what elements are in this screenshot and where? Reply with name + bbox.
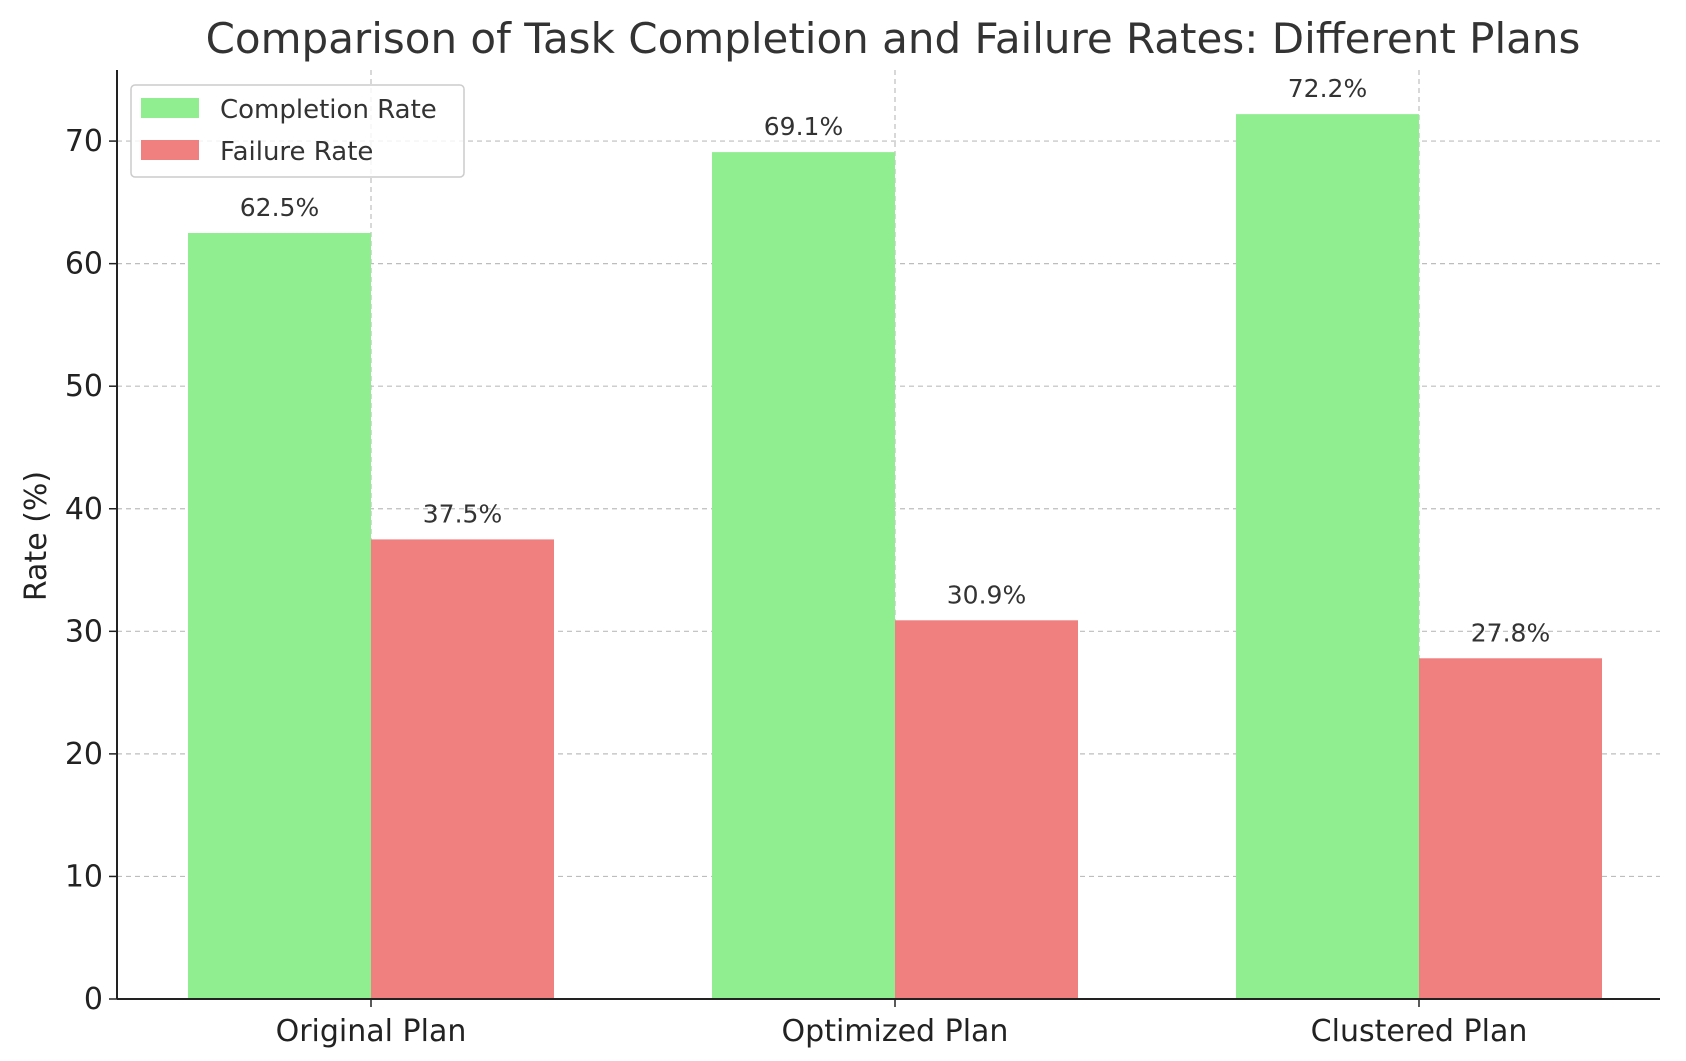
bar-completion [188,233,371,999]
legend-label-failure: Failure Rate [220,137,373,167]
bar-failure [371,539,554,999]
bar-value-label-failure: 30.9% [947,580,1026,609]
x-tick-label: Original Plan [276,1014,467,1049]
x-tick-label: Clustered Plan [1311,1014,1528,1049]
legend-frame [130,84,465,178]
bar-value-label-completion: 72.2% [1288,74,1367,103]
legend: Completion Rate Failure Rate [130,84,465,178]
bar-failure [1419,658,1602,999]
y-tick-label: 0 [84,982,103,1017]
chart-title: Comparison of Task Completion and Failur… [206,14,1581,63]
bar-value-label-failure: 37.5% [423,499,502,528]
bar-completion [712,152,895,1000]
legend-swatch-completion [141,98,199,118]
y-tick-label: 10 [65,859,103,894]
x-tick-label: Optimized Plan [782,1014,1009,1049]
bar-value-label-completion: 62.5% [240,193,319,222]
bars [188,114,1602,1000]
y-tick-label: 20 [65,737,103,772]
bar-completion [1236,114,1419,1000]
y-tick-label: 50 [65,369,103,404]
bar-value-labels: 62.5% 69.1% 72.2% 37.5% 30.9% 27.8% [240,74,1550,647]
y-tick-label: 40 [65,492,103,527]
y-axis-label: Rate (%) [19,471,54,601]
y-tick-label: 70 [65,124,103,159]
y-tick-label: 60 [65,247,103,282]
y-tick-label: 30 [65,614,103,649]
legend-swatch-failure [141,140,199,160]
axes: 0 10 20 30 40 50 60 70 Original Plan Optimized Pl… [65,70,1660,1049]
bar-failure [895,620,1078,999]
legend-label-completion: Completion Rate [220,95,437,125]
bar-value-label-failure: 27.8% [1471,618,1550,647]
bar-value-label-completion: 69.1% [764,112,843,141]
